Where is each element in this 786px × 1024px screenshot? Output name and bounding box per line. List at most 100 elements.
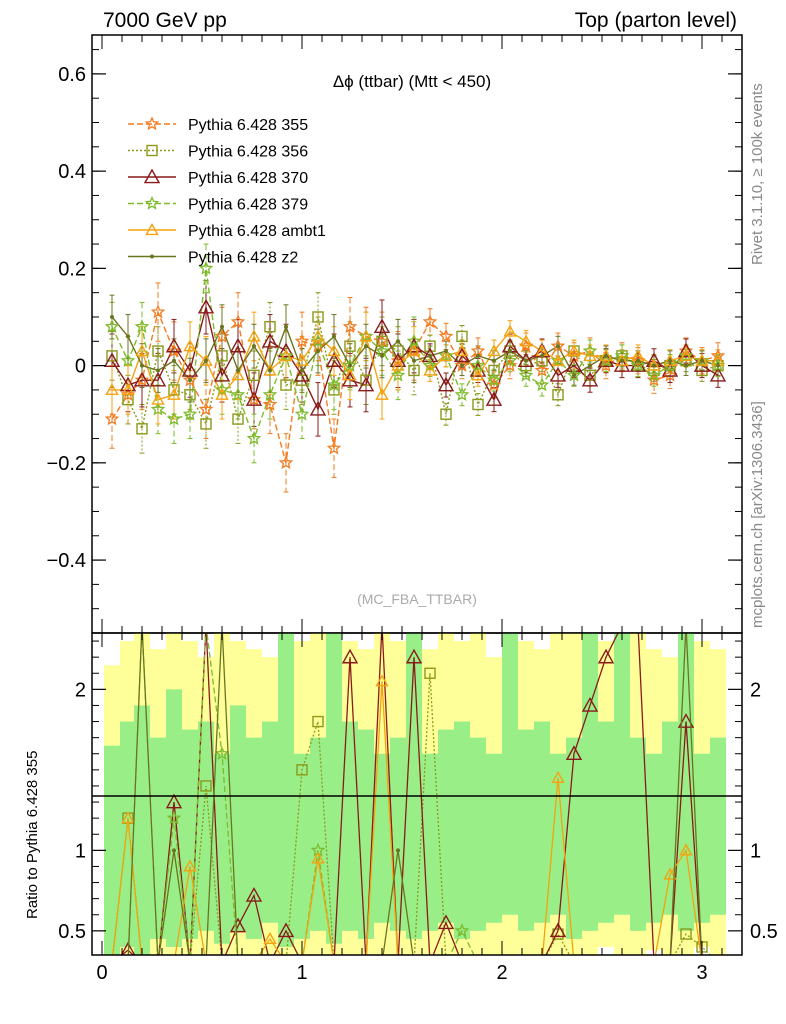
data-point-marker [679, 843, 693, 856]
ratio-y-tick-label: 2 [75, 679, 86, 701]
data-point-marker [412, 358, 416, 363]
data-point-marker [184, 389, 196, 401]
ratio-plot-panel: 0.5 0.5 1 1 2 2 0 1 2 3 Ratio to Pythia 6.428 355 [24, 632, 778, 984]
uncertainty-band-green [326, 633, 342, 944]
data-point-marker [145, 223, 159, 236]
data-point-marker [599, 348, 613, 361]
data-point-marker [551, 770, 565, 783]
data-point-marker [296, 374, 308, 386]
data-point-marker [391, 358, 405, 371]
data-point-marker [134, 319, 150, 333]
data-point-marker [294, 406, 310, 421]
data-point-marker [438, 348, 454, 363]
data-point-marker [652, 363, 656, 368]
uncertainty-band-green [534, 721, 550, 923]
header-right: Top (parton level) [575, 9, 737, 32]
data-point-marker [524, 358, 528, 363]
data-point-marker [119, 376, 137, 392]
ratio-y-tick-label: 1 [75, 840, 86, 862]
legend: Pythia 6.428 355 Pythia 6.428 356 Pythia 6… [128, 116, 326, 267]
y-tick-label: 0.4 [58, 161, 86, 183]
data-point-marker [230, 314, 246, 329]
ratio-y-tick-label-right: 0.5 [750, 921, 778, 943]
uncertainty-band-green [470, 737, 486, 931]
data-point-marker [565, 745, 583, 761]
data-point-marker [135, 344, 149, 357]
data-point-marker [454, 387, 470, 401]
data-point-marker [261, 332, 279, 348]
data-point-marker [437, 914, 455, 930]
data-point-marker [182, 406, 198, 421]
ratio-series-line [120, 633, 703, 955]
data-point-marker [604, 353, 608, 358]
mcplots-label: mcplots.cern.ch [arXiv:1306.3436] [749, 401, 766, 628]
data-point-marker [183, 859, 197, 872]
data-point-marker [630, 357, 646, 372]
uncertainty-band-green [406, 633, 422, 939]
data-point-marker [455, 344, 469, 357]
data-point-marker [662, 367, 678, 382]
data-point-marker [581, 697, 599, 712]
uncertainty-band-green [630, 737, 646, 931]
data-point-marker [326, 440, 342, 455]
data-point-marker [151, 392, 165, 405]
data-point-marker [588, 363, 592, 368]
uncertainty-band-green [278, 633, 294, 947]
data-point-marker [716, 363, 720, 368]
uncertainty-band-green [342, 721, 358, 931]
ratio-series-line [127, 633, 703, 955]
data-point-marker [343, 368, 357, 381]
data-point-marker [556, 344, 560, 349]
legend-entry-label: Pythia 6.428 355 [188, 117, 308, 134]
data-point-marker [149, 371, 167, 387]
data-point-marker [407, 344, 421, 357]
data-point-marker [615, 353, 629, 366]
data-point-marker [104, 411, 120, 426]
data-point-marker [248, 369, 260, 382]
data-point-marker [172, 358, 176, 363]
uncertainty-band-green [294, 753, 310, 939]
y-tick-label: −0.4 [47, 550, 86, 572]
series-line [111, 309, 719, 464]
data-point-marker [380, 353, 384, 358]
data-point-marker [144, 195, 160, 210]
data-point-marker [332, 334, 336, 339]
data-point-marker [534, 377, 550, 392]
data-point-marker [550, 338, 566, 353]
data-point-marker [360, 374, 372, 386]
data-point-marker [230, 387, 246, 401]
data-point-marker [216, 350, 228, 362]
data-point-marker [166, 810, 182, 825]
data-point-marker [663, 867, 677, 880]
data-point-marker [280, 379, 292, 391]
data-point-marker [126, 334, 130, 339]
data-point-marker [677, 342, 695, 358]
x-tick-label: 0 [96, 962, 107, 984]
data-point-marker [421, 347, 439, 363]
data-point-marker [245, 886, 263, 902]
data-point-marker [182, 372, 198, 387]
uncertainty-band-green [566, 737, 582, 939]
data-point-marker [471, 368, 485, 381]
data-point-marker [709, 366, 727, 382]
data-point-marker [476, 353, 480, 358]
data-point-marker [439, 348, 453, 361]
data-point-marker [454, 357, 470, 372]
data-point-marker [550, 352, 566, 367]
data-point-marker [390, 367, 406, 382]
data-point-marker [183, 339, 197, 352]
data-point-marker [295, 353, 309, 366]
uncertainty-band-green [438, 729, 454, 923]
data-point-marker [246, 391, 262, 406]
data-point-marker [293, 366, 311, 382]
data-point-marker [278, 455, 294, 470]
data-point-marker [165, 337, 183, 353]
data-point-marker [668, 358, 672, 363]
data-point-marker [246, 430, 262, 445]
uncertainty-band-green [550, 753, 566, 915]
data-point-marker [358, 328, 374, 343]
data-point-marker [247, 329, 261, 342]
data-point-marker [519, 334, 533, 347]
data-point-marker [166, 343, 182, 358]
